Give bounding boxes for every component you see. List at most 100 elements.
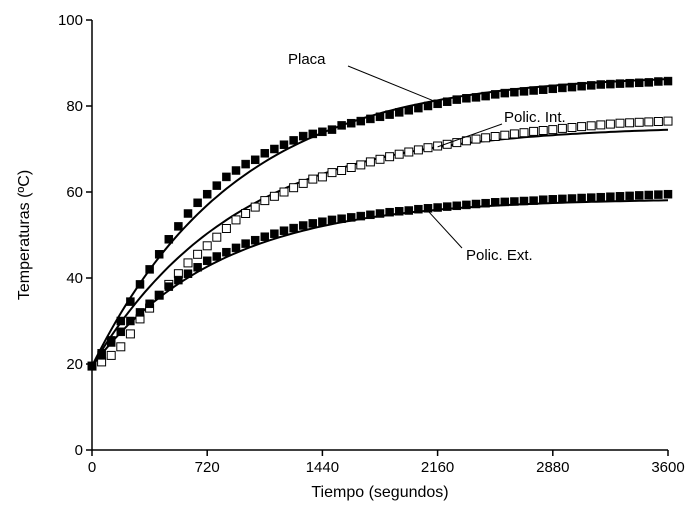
data-point [471,199,481,209]
data-point [270,229,279,238]
data-point [481,91,490,101]
data-point [97,351,106,360]
data-point [413,145,423,155]
data-point [490,198,500,207]
data-point [250,155,260,165]
data-point [241,159,250,169]
data-point [87,361,97,371]
data-point [212,252,222,261]
data-point [644,190,654,200]
data-point [337,166,347,175]
data-point [308,129,318,139]
data-point [663,116,673,126]
data-point [404,147,414,157]
data-point [663,189,673,199]
data-point [529,196,538,205]
data-point [298,221,308,230]
data-point [260,196,270,206]
data-point [577,81,586,91]
data-point [615,79,625,88]
y-tick-label: 20 [66,356,83,373]
data-point [154,290,164,300]
data-point [490,90,500,99]
data-point [644,117,654,127]
data-point [519,196,529,206]
data-point [567,82,577,92]
data-point [634,78,644,88]
data-point [558,194,567,204]
data-point [222,247,231,257]
data-point [145,299,154,309]
data-point [202,189,212,199]
data-point [452,138,462,148]
data-point [289,183,299,193]
data-point [193,198,202,208]
data-point [164,235,174,244]
data-point [577,193,586,203]
data-point [442,97,452,106]
data-point [202,241,212,251]
data-point [481,133,491,143]
data-point [519,87,529,96]
data-point [394,108,404,117]
data-point [145,265,154,274]
data-point [500,88,510,98]
data-point [298,178,308,188]
data-point [212,232,222,242]
data-point [442,139,452,149]
data-point [116,342,126,352]
data-point [125,329,135,339]
data-point [212,181,222,190]
data-point [538,195,548,204]
data-point [452,201,462,211]
data-point [270,144,279,154]
data-point [653,117,663,126]
data-point [289,223,298,233]
data-point [442,202,452,211]
data-point [183,269,193,278]
data-point [202,256,212,266]
data-point [615,118,625,128]
data-point [231,166,241,175]
data-point [538,126,548,135]
annotation-leader [347,65,441,105]
data-point [481,198,490,208]
x-tick-label: 720 [195,459,220,476]
data-point [548,125,558,135]
data-point [596,192,606,202]
data-point [558,83,567,93]
data-point [548,84,558,94]
data-point [654,190,663,199]
annotation-leader [437,123,503,148]
data-point [586,193,596,202]
data-point [164,282,174,291]
data-point [586,81,596,90]
data-point [538,85,548,94]
data-point [644,78,654,87]
series-annotations: Placa Polic. Int. Polic. Ext. [288,51,566,264]
data-point [404,206,414,215]
data-point [471,93,481,102]
y-tick-label: 60 [66,184,83,201]
data-point [231,243,241,253]
data-point [289,136,298,145]
data-point [634,117,644,127]
data-point [308,174,318,184]
data-point [221,224,231,233]
y-axis-label: Temperaturas (ºC) [16,170,33,300]
annotation-polic-ext: Polic. Ext. [466,247,533,264]
data-point [327,168,337,178]
data-point [231,215,241,225]
data-point [241,209,251,218]
data-point [174,222,183,231]
data-point [250,235,260,245]
data-point [183,209,193,218]
data-point [375,209,385,218]
x-tick-label: 2160 [421,459,454,476]
data-point [356,116,366,126]
data-point [557,123,567,133]
data-point [519,128,529,138]
data-point [606,79,615,89]
x-axis-label: Tiempo (segundos) [311,484,448,501]
